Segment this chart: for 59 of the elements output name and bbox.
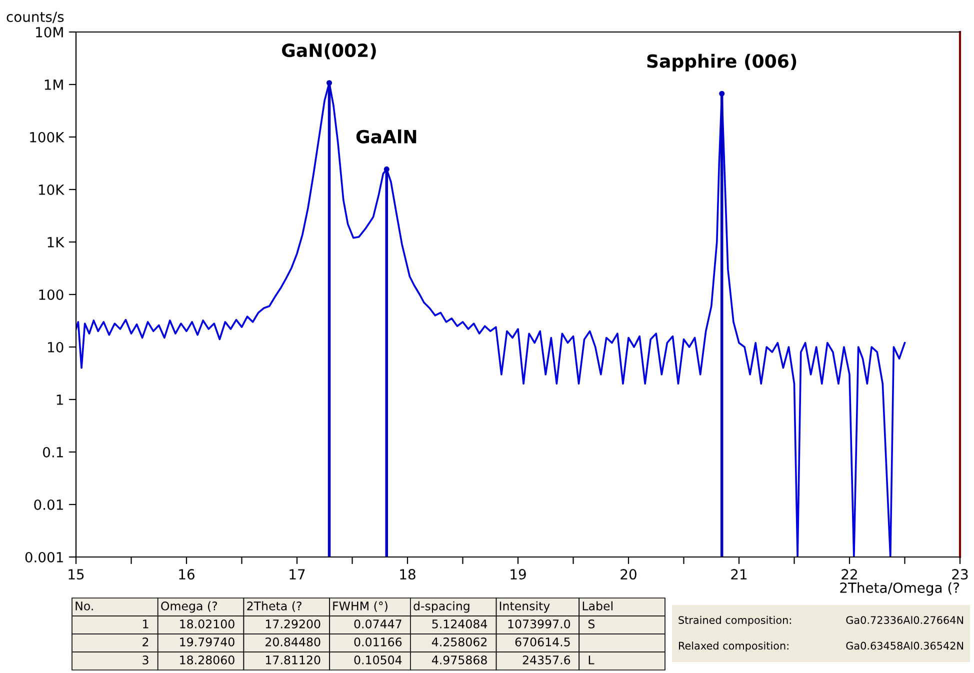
text: 0.01166 [354, 637, 402, 646]
text: 1073997.0 [508, 619, 570, 628]
text: 670614.5 [515, 637, 570, 646]
text: 18.02100 [180, 619, 234, 628]
text: 3 [142, 655, 148, 664]
y-tick-label: 0.001 [25, 552, 63, 562]
x-axis-title: 2Theta/Omega (? [840, 582, 960, 596]
y-tick-label: 0.1 [43, 446, 63, 458]
text: 2 [142, 637, 148, 646]
y-tick-label: 100 [39, 289, 64, 300]
text: Relaxed composition: [678, 642, 788, 652]
text: No. [76, 602, 93, 610]
x-tick-label: 22 [842, 569, 857, 580]
x-tick-label: 17 [290, 569, 305, 580]
x-tick-label: 16 [179, 569, 194, 580]
text: 19.79740 [180, 637, 234, 646]
y-axis-title: counts/s [6, 12, 64, 24]
y-tick-label: 1M [44, 80, 63, 90]
text: 24357.6 [522, 655, 570, 664]
text: 17.29200 [266, 619, 320, 628]
x-tick-label: 18 [400, 569, 416, 580]
text: 20.84480 [266, 637, 320, 646]
x-tick-label: 15 [68, 569, 84, 580]
annotation: GaN(002) [282, 43, 376, 60]
x-tick-label: 20 [620, 569, 636, 580]
text: L [588, 656, 594, 664]
y-tick-label: 10K [38, 184, 64, 195]
text: 18.28060 [180, 655, 234, 664]
text: 4.258062 [432, 637, 487, 646]
y-tick-label: 10M [36, 26, 63, 38]
y-tick-label: 100K [30, 132, 64, 142]
y-tick-label: 10 [48, 342, 64, 352]
y-tick-label: 0.01 [34, 499, 63, 510]
text: Omega (? [161, 601, 218, 613]
annotation: Sapphire (006) [647, 54, 796, 72]
point [326, 80, 332, 86]
point [384, 166, 390, 172]
text: Ga0.63458Al0.36542N [846, 642, 964, 650]
text: 0.10504 [354, 655, 402, 664]
annotation: GaAlN [356, 130, 416, 144]
text: 1 [143, 620, 148, 628]
text: 5.124084 [432, 619, 488, 628]
text: Intensity [500, 601, 550, 613]
text: 17.81120 [266, 655, 320, 664]
text: Strained composition: [678, 616, 791, 626]
text: FWHM (°) [333, 601, 388, 612]
y-tick-label: 1K [48, 237, 64, 248]
text: d-spacing [414, 601, 470, 613]
text: 4.975868 [432, 655, 487, 664]
x-tick-label: 19 [510, 569, 526, 580]
point [719, 90, 725, 96]
text: Label [582, 601, 612, 610]
text: S [588, 619, 595, 628]
y-tick-label: 1 [56, 394, 63, 405]
x-tick-label: 23 [952, 569, 968, 580]
text: 2Theta (? [247, 601, 302, 612]
text: 0.07447 [354, 619, 402, 628]
text: Ga0.72336Al0.27664N [846, 616, 964, 624]
x-tick-label: 21 [731, 569, 747, 580]
